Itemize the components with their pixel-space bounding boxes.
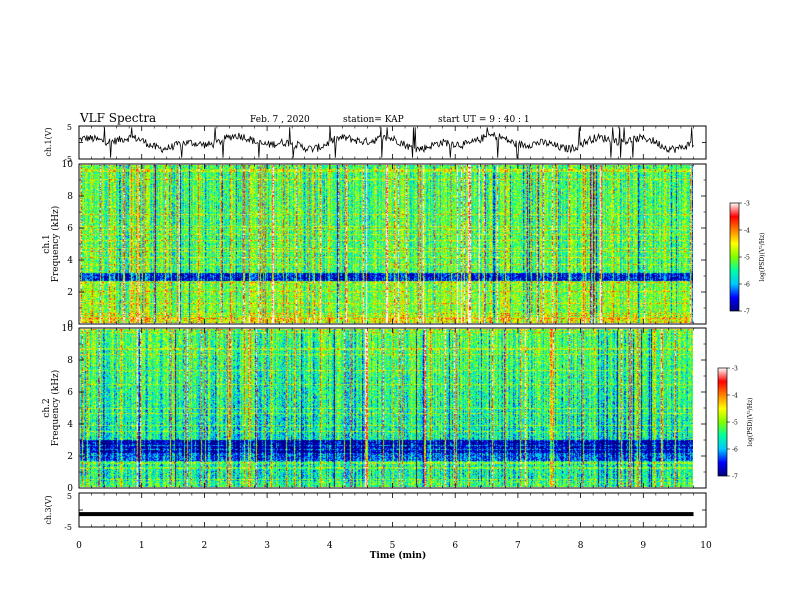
- spec1-yt-label-1: 2: [67, 288, 73, 298]
- ch3-waveform-frame: [78, 492, 707, 528]
- ch2-colorbar-ticks: -3 -4 -5 -6 -7: [727, 366, 738, 481]
- ch2-colorbar: -3 -4 -5 -6 -7 log(PSD)(V2/Hz): [717, 366, 755, 481]
- cb2-ticks-label-3: -6: [732, 447, 738, 454]
- ch1-spectrogram-ylabel: Frequency (kHz): [50, 206, 61, 283]
- ch3-waveform-panel: 5 -5 ch.3(V): [44, 492, 707, 532]
- ch1-colorbar-ticks: -3 -4 -5 -6 -7: [739, 201, 750, 316]
- time-tick-9: 9: [640, 541, 646, 551]
- ch3-waveform-ylabel: ch.3(V): [44, 495, 53, 524]
- ch1-waveform-ticks: [79, 125, 706, 160]
- ch1-ytick-bottom: -5: [64, 155, 72, 164]
- time-tick-7: 7: [515, 541, 521, 551]
- date-label: Feb. 7 , 2020: [250, 115, 310, 125]
- time-tick-6: 6: [452, 541, 458, 551]
- spec1-yt-label-3: 6: [67, 224, 73, 234]
- cb1-ticks-label-0: -3: [744, 201, 750, 208]
- cb1-ticks-label-2: -5: [744, 255, 750, 262]
- time-tick-5: 5: [390, 541, 396, 551]
- ch2-frequency-ticks: 0 2 4 6 8 10: [62, 324, 706, 494]
- spec1-yt-label-5: 10: [62, 160, 74, 170]
- ch3-ytick-top: 5: [67, 492, 72, 501]
- cb2-ticks-label-1: -4: [732, 393, 738, 400]
- spec1-yt-label-0: 0: [67, 320, 73, 330]
- ch1-spectrogram-ylabel-channel: ch.1: [42, 234, 52, 253]
- time-axis: 0 1 2 3 4 5 6 7 8 9 10: [76, 126, 712, 551]
- time-tick-8: 8: [578, 541, 584, 551]
- time-tick-10: 10: [700, 541, 712, 551]
- spec1-yt-label-4: 8: [67, 192, 73, 202]
- spec1-yt-label-2: 4: [67, 256, 73, 266]
- time-tick-2: 2: [202, 541, 208, 551]
- ch1-colorbar: -3 -4 -5 -6 -7 log(PSD)(V2/Hz): [729, 201, 767, 316]
- cb2-ticks-label-4: -7: [732, 474, 738, 481]
- station-label: station= KAP: [343, 115, 404, 125]
- ch1-spectrogram-panel: 0 2 4 6 8 10 ch.1 Frequency (kHz): [42, 160, 707, 330]
- cb1-ticks-label-4: -7: [744, 309, 750, 316]
- spec2-yt-label-5: 10: [62, 324, 74, 334]
- spec2-yt-label-0: 0: [67, 484, 73, 494]
- ch3-waveform-line: [79, 512, 694, 517]
- figure-title: VLF Spectra: [79, 111, 156, 125]
- time-tick-1: 1: [139, 541, 145, 551]
- ch1-spectrogram-image: [80, 165, 693, 323]
- ch2-colorbar-gradient: [718, 368, 727, 476]
- ch3-waveform-ticks: [79, 492, 706, 528]
- ch1-colorbar-label: log(PSD)(V2/Hz): [758, 233, 767, 282]
- spec2-yt-label-2: 4: [67, 420, 73, 430]
- ch2-spectrogram-image: [80, 329, 693, 487]
- spec2-yt-label-1: 2: [67, 452, 73, 462]
- ch1-waveform-line: [78, 127, 694, 159]
- time-tick-3: 3: [264, 541, 270, 551]
- ch1-waveform-ylabel: ch.1(V): [44, 127, 53, 156]
- time-tick-0: 0: [76, 541, 82, 551]
- cb2-ticks-label-0: -3: [732, 366, 738, 373]
- time-axis-label: Time (min): [370, 550, 427, 561]
- ch1-colorbar-gradient: [730, 203, 739, 311]
- ch3-ytick-bottom: -5: [64, 523, 72, 532]
- time-tick-4: 4: [327, 541, 333, 551]
- start-ut-label: start UT = 9 : 40 : 1: [438, 115, 530, 125]
- ch1-ytick-top: 5: [67, 123, 72, 132]
- cb2-ticks-label-2: -5: [732, 420, 738, 427]
- cb1-ticks-label-1: -4: [744, 228, 750, 235]
- cb1-ticks-label-3: -6: [744, 282, 750, 289]
- ch1-waveform-panel: 5 -5 ch.1(V): [44, 123, 707, 164]
- ch2-spectrogram-panel: 0 2 4 6 8 10 ch.2 Frequency (kHz): [42, 324, 707, 494]
- ch2-spectrogram-ylabel-channel: ch.2: [42, 398, 52, 417]
- ch1-frequency-ticks: 0 2 4 6 8 10: [62, 160, 706, 330]
- ch2-colorbar-label: log(PSD)(V2/Hz): [746, 398, 755, 447]
- ch2-spectrogram-ylabel: Frequency (kHz): [50, 370, 61, 447]
- spec2-yt-label-4: 8: [67, 356, 73, 366]
- spec2-yt-label-3: 6: [67, 388, 73, 398]
